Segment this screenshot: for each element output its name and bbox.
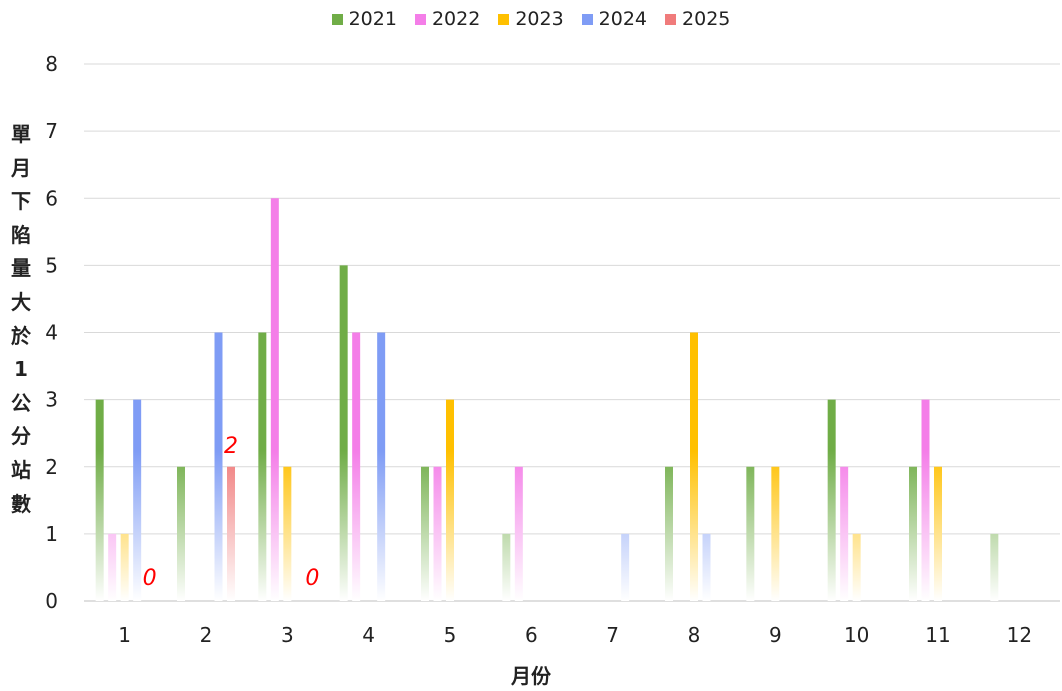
bar-2023-month-8[interactable] <box>690 332 698 602</box>
legend-item-2023[interactable]: 2023 <box>498 8 564 30</box>
bar-2025-month-2[interactable] <box>227 466 235 601</box>
bar-2021-month-1[interactable] <box>95 399 104 601</box>
legend-label-2021: 2021 <box>348 8 397 30</box>
bar-2021-month-11[interactable] <box>909 466 917 601</box>
bar-2021-month-3[interactable] <box>258 332 267 602</box>
bar-2023-month-3[interactable] <box>283 466 292 601</box>
bar-2023-month-5[interactable] <box>446 399 454 601</box>
x-tick-label: 9 <box>769 623 782 647</box>
y-tick-label: 0 <box>45 589 58 613</box>
bar-2022-month-6[interactable] <box>514 466 523 601</box>
x-tick-label: 6 <box>525 623 538 647</box>
y-tick-label: 2 <box>45 455 58 479</box>
y-tick-label: 4 <box>45 321 58 345</box>
bar-2021-month-9[interactable] <box>746 466 755 601</box>
y-axis-label-char: 公 <box>11 390 31 415</box>
y-axis-label-char: 於 <box>11 323 31 348</box>
y-axis-label-char: 大 <box>11 289 31 314</box>
legend-swatch-2024 <box>581 13 593 25</box>
legend-label-2022: 2022 <box>431 8 481 30</box>
legend-item-2022[interactable]: 2022 <box>414 8 481 30</box>
bar-2024-month-2[interactable] <box>214 332 223 602</box>
bar-2021-month-6[interactable] <box>502 533 511 601</box>
bar-2022-month-4[interactable] <box>352 332 361 602</box>
bar-2021-month-12[interactable] <box>990 533 999 601</box>
x-tick-label: 4 <box>362 623 375 647</box>
bar-2021-month-5[interactable] <box>421 466 429 601</box>
legend-item-2025[interactable]: 2025 <box>665 8 730 30</box>
legend-item-2021[interactable]: 2021 <box>331 8 397 30</box>
y-tick-label: 7 <box>45 119 58 143</box>
bar-2023-month-1[interactable] <box>120 533 129 601</box>
bars <box>95 198 999 602</box>
legend-label-2024: 2024 <box>598 8 648 30</box>
bar-2023-month-10[interactable] <box>852 533 861 601</box>
y-axis-label: 單月下陷量大於 1 公分站數 <box>8 118 34 521</box>
y-tick-label: 8 <box>45 52 58 76</box>
gridlines <box>84 63 1060 602</box>
x-tick-label: 3 <box>281 623 294 647</box>
bar-2021-month-10[interactable] <box>827 399 836 601</box>
y-axis-label-char: 下 <box>11 189 31 214</box>
x-tick-label: 5 <box>444 623 457 647</box>
x-tick-label: 1 <box>118 623 131 647</box>
x-tick-label: 12 <box>1007 623 1032 647</box>
bar-2024-month-8[interactable] <box>702 533 711 601</box>
x-tick-label: 11 <box>925 623 950 647</box>
y-tick-label: 3 <box>45 388 58 412</box>
data-label-2025: 0 <box>305 566 319 591</box>
x-tick-label: 7 <box>606 623 619 647</box>
y-tick-label: 6 <box>45 186 58 210</box>
legend-swatch-2023 <box>498 13 510 25</box>
x-tick-label: 2 <box>200 623 213 647</box>
legend-item-2024[interactable]: 2024 <box>581 8 648 30</box>
x-tick-label: 8 <box>688 623 701 647</box>
legend-swatch-2021 <box>331 13 343 25</box>
y-axis-label-char: 站 <box>11 457 31 482</box>
bar-2022-month-11[interactable] <box>921 399 930 601</box>
bar-2023-month-11[interactable] <box>934 466 942 601</box>
y-axis-label-char: 量 <box>11 256 31 281</box>
bar-2022-month-10[interactable] <box>840 466 849 601</box>
x-tick-label: 10 <box>844 623 869 647</box>
bar-2021-month-8[interactable] <box>665 466 673 601</box>
y-axis-label-char: 陷 <box>11 222 31 247</box>
bar-2022-month-3[interactable] <box>270 198 279 601</box>
y-axis-label-char: 單 <box>11 122 31 146</box>
chart-legend: 2021 2022 2023 2024 2025 <box>0 8 1062 30</box>
annotations: 0 2 0 <box>143 434 320 591</box>
legend-label-2025: 2025 <box>682 8 731 30</box>
bar-2022-month-1[interactable] <box>108 533 117 601</box>
x-axis-label: 月份 <box>511 664 551 688</box>
y-axis-label-char: 月 <box>11 155 31 180</box>
legend-label-2023: 2023 <box>515 8 564 30</box>
bar-2022-month-5[interactable] <box>433 466 442 601</box>
bar-2021-month-2[interactable] <box>177 466 185 601</box>
y-tick-label: 5 <box>45 253 58 277</box>
y-axis-label-char: 數 <box>11 491 31 516</box>
bar-2021-month-4[interactable] <box>339 265 348 601</box>
y-axis-label-char: 1 <box>14 357 28 382</box>
bar-2024-month-1[interactable] <box>133 399 142 601</box>
bar-2024-month-7[interactable] <box>621 533 630 601</box>
y-axis-label-char: 分 <box>11 424 31 449</box>
bar-2024-month-4[interactable] <box>377 332 386 602</box>
y-tick-label: 1 <box>45 522 58 546</box>
data-label-2025: 0 <box>143 566 157 591</box>
legend-swatch-2025 <box>665 13 677 25</box>
data-label-2025: 2 <box>224 434 238 459</box>
bar-2023-month-9[interactable] <box>771 466 780 601</box>
legend-swatch-2022 <box>414 13 426 25</box>
